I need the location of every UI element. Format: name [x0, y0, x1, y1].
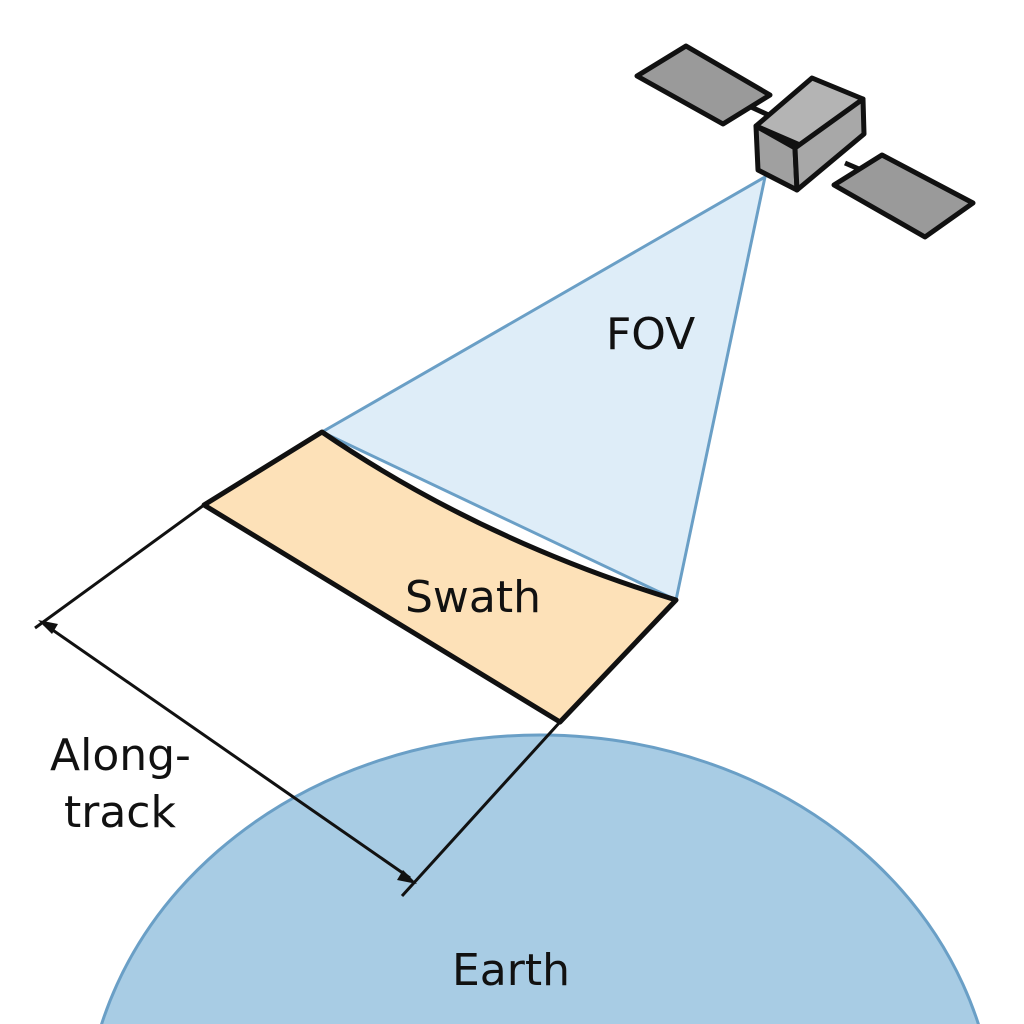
earth-label: Earth: [452, 945, 570, 996]
arrowhead-start: [38, 620, 58, 634]
satellite-icon: [634, 43, 976, 240]
solar-panel-left: [634, 43, 773, 127]
along-track-label-line1: Along-: [50, 730, 191, 781]
satellite-body-front: [792, 96, 867, 193]
earth-shape: [100, 733, 980, 1024]
swath-label: Swath: [405, 572, 541, 623]
footprint-right-edge: [400, 720, 562, 898]
arrowhead-end: [397, 870, 417, 884]
swath-band: [201, 429, 679, 725]
along-track-arrow: [38, 620, 417, 884]
fov-label: FOV: [606, 309, 695, 360]
footprint-left-edge: [34, 503, 205, 630]
along-track-label-line2: track: [64, 787, 176, 838]
solar-panel-right: [831, 152, 976, 240]
fov-cone: [320, 175, 767, 602]
